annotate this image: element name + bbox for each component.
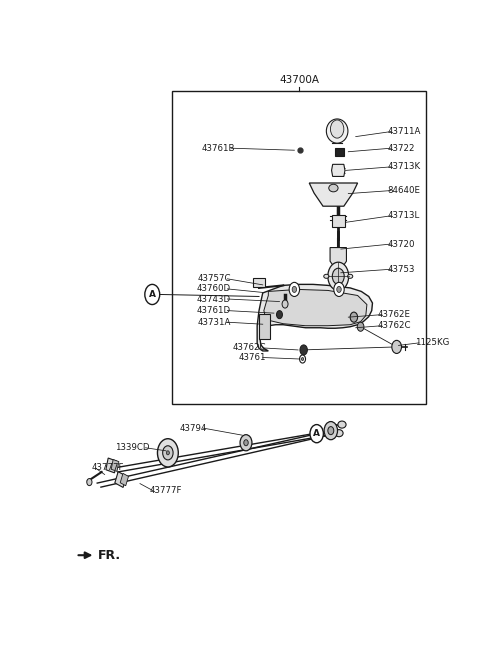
Bar xyxy=(111,460,119,472)
Text: 43761B: 43761B xyxy=(201,143,235,153)
Polygon shape xyxy=(264,290,367,326)
Text: 43713L: 43713L xyxy=(387,212,420,220)
Circle shape xyxy=(244,440,248,446)
Text: 43713K: 43713K xyxy=(387,162,420,172)
Circle shape xyxy=(157,439,178,467)
Text: 43760D: 43760D xyxy=(197,284,231,293)
Text: 43731A: 43731A xyxy=(198,318,231,327)
Text: A: A xyxy=(149,290,156,299)
Text: A: A xyxy=(313,429,320,438)
Circle shape xyxy=(337,286,341,292)
Circle shape xyxy=(240,435,252,451)
Ellipse shape xyxy=(338,421,346,428)
Circle shape xyxy=(328,262,348,290)
Ellipse shape xyxy=(329,184,338,192)
Text: 43700A: 43700A xyxy=(279,75,319,85)
Polygon shape xyxy=(309,183,358,206)
Text: 43711A: 43711A xyxy=(387,127,421,136)
Text: 1125KG: 1125KG xyxy=(415,339,450,347)
Text: 43762C: 43762C xyxy=(233,343,266,352)
Text: 43777F: 43777F xyxy=(149,486,182,495)
Polygon shape xyxy=(257,284,372,351)
Circle shape xyxy=(357,322,364,331)
Circle shape xyxy=(330,120,344,138)
Polygon shape xyxy=(330,248,347,268)
Ellipse shape xyxy=(348,274,353,278)
Circle shape xyxy=(310,424,324,443)
Ellipse shape xyxy=(335,430,343,437)
Text: 43757C: 43757C xyxy=(198,274,231,284)
Circle shape xyxy=(145,284,160,305)
Bar xyxy=(335,148,344,157)
Bar xyxy=(259,314,270,339)
Ellipse shape xyxy=(324,274,329,278)
Text: 1339CD: 1339CD xyxy=(115,443,149,453)
Text: 43777F: 43777F xyxy=(92,464,124,472)
Text: 43762C: 43762C xyxy=(378,321,411,330)
Circle shape xyxy=(292,286,297,292)
Text: 43753: 43753 xyxy=(387,265,415,274)
Circle shape xyxy=(334,282,344,297)
Circle shape xyxy=(350,312,358,322)
Circle shape xyxy=(300,355,305,363)
Text: 43761: 43761 xyxy=(239,353,266,362)
Polygon shape xyxy=(332,164,345,176)
Bar xyxy=(115,472,126,487)
Text: 43762E: 43762E xyxy=(378,310,411,319)
Text: 84640E: 84640E xyxy=(387,186,420,195)
Text: 43743D: 43743D xyxy=(197,295,231,303)
Bar xyxy=(332,215,345,227)
Circle shape xyxy=(300,345,307,355)
Bar xyxy=(106,458,117,473)
Circle shape xyxy=(392,341,401,354)
Circle shape xyxy=(324,422,337,440)
Text: 43794: 43794 xyxy=(180,424,207,432)
Circle shape xyxy=(301,358,304,360)
Text: 43720: 43720 xyxy=(387,240,415,248)
Circle shape xyxy=(328,426,334,435)
Circle shape xyxy=(282,300,288,308)
Circle shape xyxy=(87,479,92,485)
Circle shape xyxy=(163,446,173,460)
Text: FR.: FR. xyxy=(98,549,121,562)
Text: 43761D: 43761D xyxy=(197,306,231,315)
Ellipse shape xyxy=(326,119,348,143)
Circle shape xyxy=(167,451,169,455)
Circle shape xyxy=(332,269,344,284)
Bar xyxy=(120,474,129,486)
Circle shape xyxy=(276,310,282,319)
Bar xyxy=(253,278,264,287)
Bar xyxy=(172,91,426,404)
Circle shape xyxy=(289,282,300,297)
Text: 43722: 43722 xyxy=(387,143,415,153)
